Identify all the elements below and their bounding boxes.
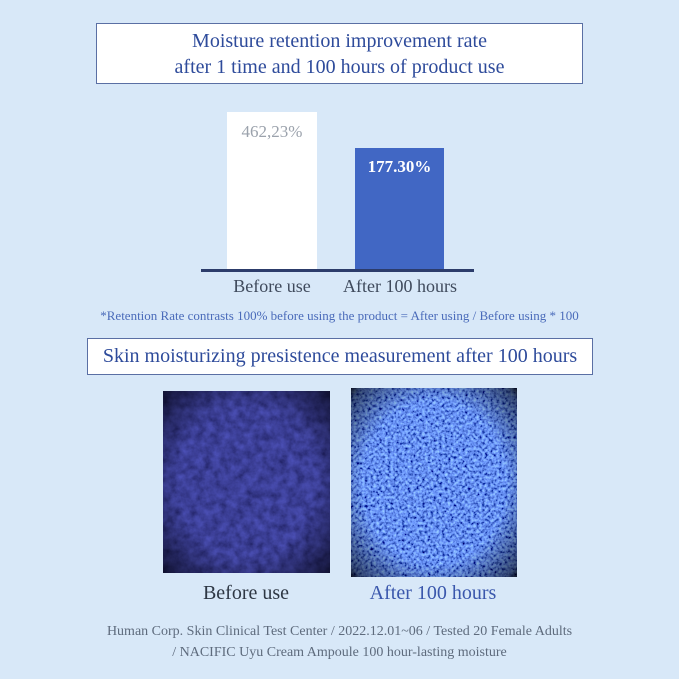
bright-speckled-skin-texture-image bbox=[351, 388, 517, 577]
disclaimer-line2: / NACIFIC Uyu Cream Ampoule 100 hour-las… bbox=[172, 645, 507, 660]
retention-rate-footnote: *Retention Rate contrasts 100% before us… bbox=[100, 308, 579, 323]
section1-title-line1: Moisture retention improvement rate bbox=[192, 30, 487, 52]
skin-moisture-image-before bbox=[163, 391, 330, 573]
skin-moisture-image-after bbox=[351, 388, 517, 577]
bar-after-100-hours: 177.30% bbox=[355, 148, 444, 269]
bar-value-before: 462,23% bbox=[241, 122, 303, 141]
section1-title-line2: after 1 time and 100 hours of product us… bbox=[174, 56, 505, 78]
disclaimer-line1: Human Corp. Skin Clinical Test Center / … bbox=[106, 624, 573, 639]
bar-value-after: 177.30% bbox=[367, 157, 432, 176]
category-label-after: After 100 hours bbox=[343, 276, 457, 296]
dark-skin-texture-image bbox=[163, 391, 330, 573]
image-label-after: After 100 hours bbox=[369, 582, 497, 604]
image-label-before: Before use bbox=[202, 582, 290, 604]
test-disclaimer: Human Corp. Skin Clinical Test Center / … bbox=[0, 621, 679, 663]
section1-title-box: Moisture retention improvement rate afte… bbox=[96, 23, 583, 84]
bar-before-use: 462,23% bbox=[227, 112, 317, 269]
section2-title: Skin moisturizing presistence measuremen… bbox=[102, 345, 578, 367]
section2-title-box: Skin moisturizing presistence measuremen… bbox=[87, 338, 593, 375]
category-label-before: Before use bbox=[233, 276, 311, 296]
chart-baseline-axis bbox=[201, 269, 474, 272]
